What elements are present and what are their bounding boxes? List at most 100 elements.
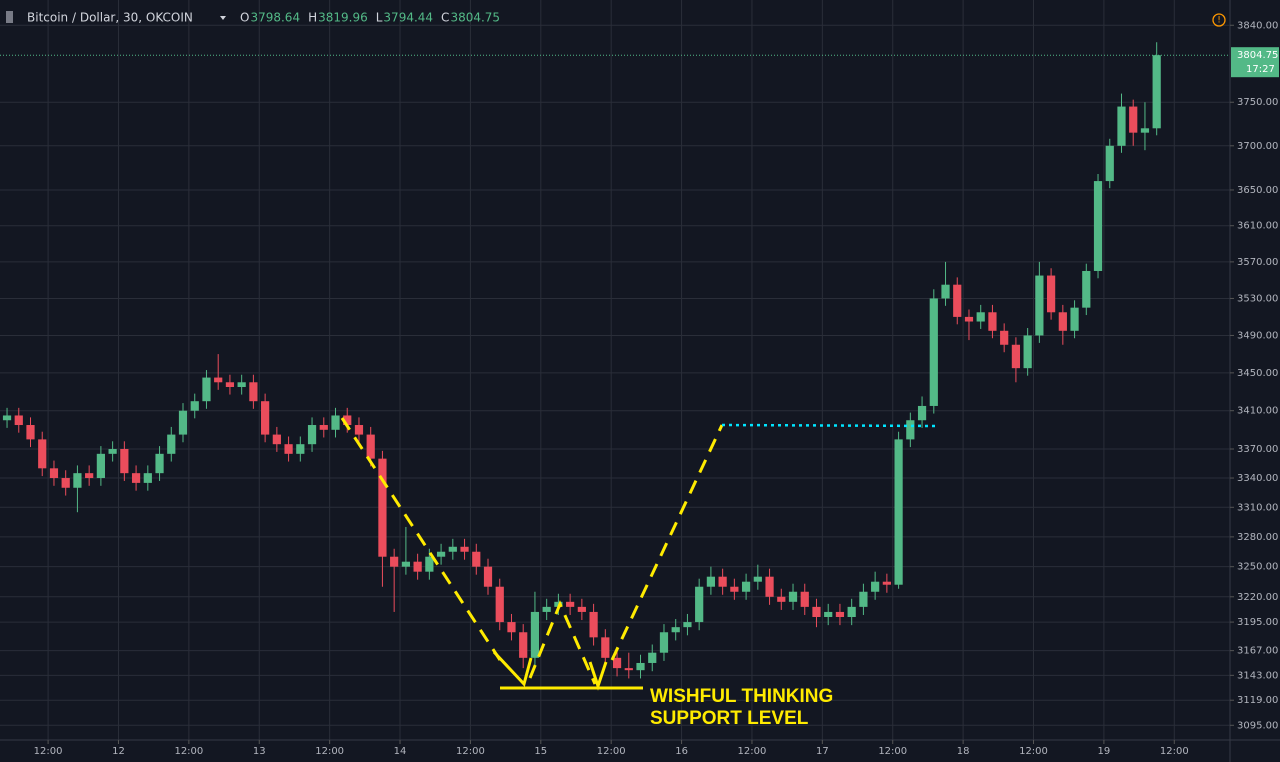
candle-body — [284, 444, 293, 454]
y-tick-label: 3250.00 — [1237, 562, 1278, 573]
y-tick-label: 3840.00 — [1237, 20, 1278, 31]
candle-body — [272, 434, 281, 445]
candle-body — [178, 410, 188, 435]
ohlc-value: 3798.64 — [250, 11, 300, 25]
arrow — [588, 661, 608, 691]
candle-body — [155, 453, 164, 474]
candle-body — [706, 576, 716, 587]
candle-body — [929, 298, 938, 406]
trend-line — [340, 417, 502, 661]
candle-body — [882, 581, 891, 585]
candle-body — [917, 405, 927, 421]
candle-body — [96, 453, 105, 479]
dropdown-icon[interactable] — [220, 16, 226, 20]
candle-body — [143, 473, 152, 483]
candle-body — [436, 551, 446, 557]
candle-body — [859, 591, 868, 607]
candle-body — [519, 632, 528, 658]
candle-body — [718, 576, 727, 587]
candle-body — [167, 434, 176, 454]
target-line — [721, 423, 939, 428]
candle-body — [800, 591, 809, 607]
candle-body — [401, 561, 410, 567]
candle-body — [225, 382, 235, 387]
candle-body — [214, 377, 223, 383]
x-tick-label: 12:00 — [738, 746, 767, 757]
candle-body — [1023, 335, 1032, 369]
x-tick-label: 12:00 — [34, 746, 63, 757]
candle-body — [108, 449, 117, 454]
candle-body — [741, 581, 751, 592]
y-tick-label: 3610.00 — [1237, 221, 1278, 232]
candle-body — [1058, 312, 1067, 331]
y-tick-label: 3119.00 — [1237, 695, 1278, 706]
candle-body — [131, 473, 141, 483]
candle-body — [648, 652, 657, 663]
x-tick-label: 12 — [112, 746, 125, 757]
candle-body — [425, 556, 434, 572]
candle-body — [319, 425, 328, 430]
alert-icon-mark[interactable]: ! — [1217, 16, 1221, 26]
candle-body — [636, 662, 645, 671]
drawings — [340, 417, 939, 691]
candle-body — [1082, 270, 1091, 308]
candle-body — [835, 611, 845, 618]
x-tick-label: 12:00 — [174, 746, 203, 757]
x-tick-label: 12:00 — [1019, 746, 1048, 757]
candle-body — [307, 425, 317, 445]
y-tick-label: 3750.00 — [1237, 97, 1278, 108]
symbol-title[interactable]: Bitcoin / Dollar, 30, OKCOIN — [27, 11, 193, 25]
candle-body — [976, 312, 985, 322]
candle-body — [73, 473, 82, 488]
candle-body — [2, 415, 12, 421]
candle-body — [331, 415, 340, 430]
candle-body — [472, 551, 481, 567]
axes: 3095.00 3119.00 3143.00 3167.00 3195.00 3220.… — [34, 20, 1279, 757]
candle-body — [941, 284, 950, 299]
candles — [0, 42, 1230, 679]
candle-body — [753, 576, 762, 582]
candle-body — [624, 668, 633, 671]
candle-body — [1046, 275, 1056, 313]
last-price-box — [1231, 47, 1279, 78]
candle-body — [824, 611, 833, 618]
candle-body — [296, 444, 305, 454]
candle-body — [366, 434, 375, 459]
candle-body — [26, 425, 35, 440]
x-tick-label: 13 — [253, 746, 266, 757]
y-tick-label: 3340.00 — [1237, 473, 1278, 484]
y-tick-label: 3530.00 — [1237, 293, 1278, 304]
annotation: WISHFUL THINKING — [650, 686, 833, 707]
candle-body — [378, 458, 387, 557]
candle-body — [871, 581, 880, 592]
annotation: SUPPORT LEVEL — [650, 708, 809, 729]
x-tick-label: 12:00 — [456, 746, 485, 757]
arrow — [492, 650, 533, 687]
candle-body — [1093, 181, 1103, 271]
y-tick-label: 3570.00 — [1237, 257, 1278, 268]
y-tick-label: 3700.00 — [1237, 141, 1278, 152]
candle-body — [589, 611, 598, 638]
x-tick-label: 12:00 — [315, 746, 344, 757]
candle-body — [14, 415, 23, 426]
y-tick-label: 3650.00 — [1237, 185, 1278, 196]
x-tick-label: 17 — [816, 746, 829, 757]
ohlc-key: C — [441, 11, 449, 25]
alert-icon[interactable] — [1212, 13, 1226, 27]
candle-body — [765, 576, 774, 597]
y-tick-label: 3220.00 — [1237, 592, 1278, 603]
candle-body — [190, 401, 199, 411]
ohlc-value: 3819.96 — [318, 11, 368, 25]
candle-body — [413, 561, 422, 572]
candle-body — [249, 382, 258, 402]
candle-body — [495, 586, 504, 623]
ohlc-legend: O 3798.64 H 3819.96 L 3794.44 C 3804.75 — [240, 11, 500, 25]
trend-line — [528, 600, 597, 685]
candle-body — [612, 657, 622, 669]
candle-body — [601, 637, 610, 658]
candle-body — [566, 601, 575, 607]
candle-body — [683, 622, 692, 628]
x-tick-label: 16 — [675, 746, 688, 757]
